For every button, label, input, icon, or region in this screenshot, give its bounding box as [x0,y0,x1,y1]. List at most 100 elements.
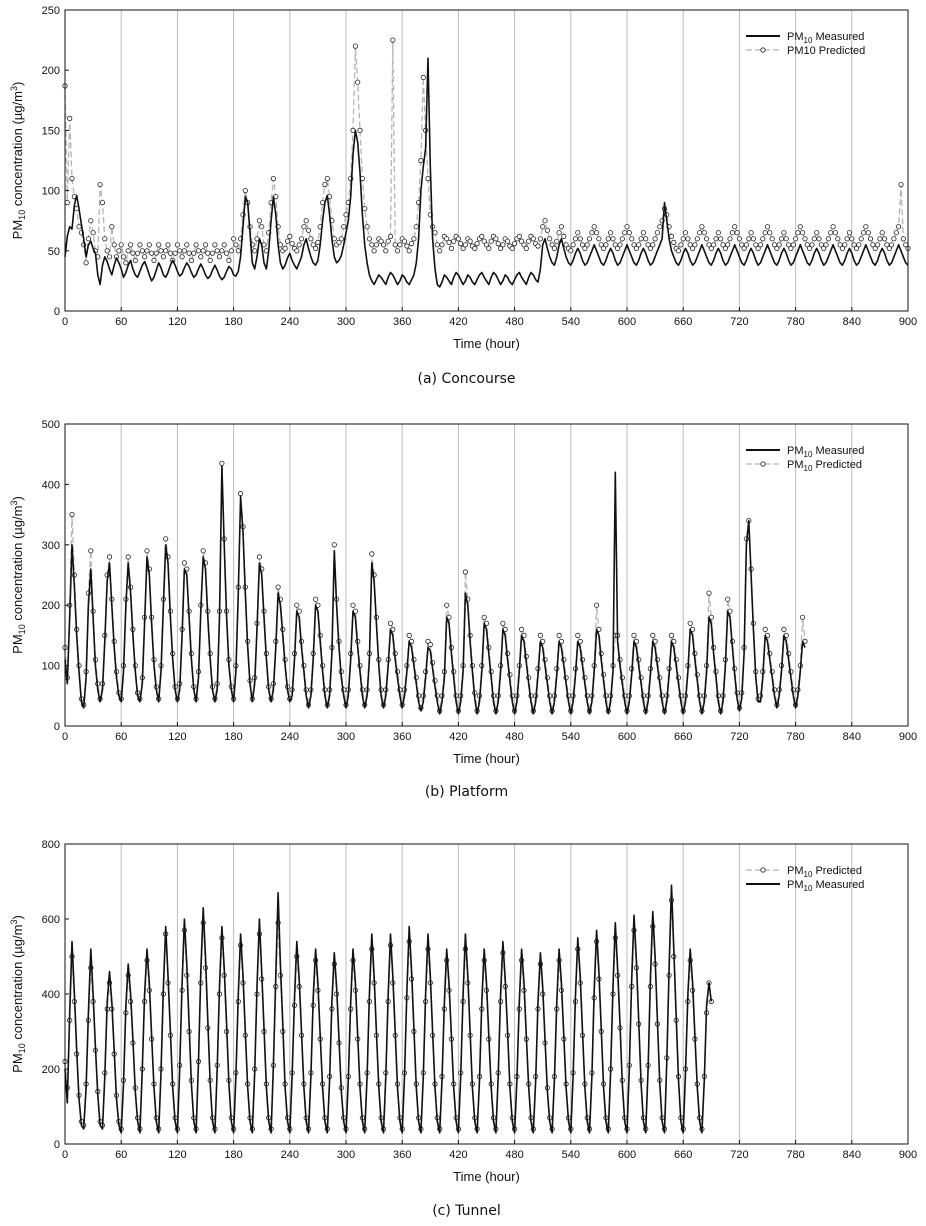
data-point-predicted [596,236,602,242]
data-point-predicted [69,176,75,182]
x-tick-label: 60 [115,1149,127,1161]
data-point-predicted [523,245,529,251]
data-point-predicted [799,230,806,236]
data-point-predicted [633,245,640,251]
data-point-predicted [123,260,129,266]
legend-label-measured: PM10 Measured [787,879,864,893]
data-point-predicted [378,238,384,244]
legend-label-pm: PM [787,865,804,877]
data-point-predicted [256,554,262,560]
data-point-predicted [338,236,344,242]
x-tick-label: 420 [449,731,467,743]
x-tick-label: 420 [449,1149,467,1161]
data-point-predicted [654,230,661,236]
legend-label-measured: PM10 Measured [787,31,864,45]
data-point-predicted [774,245,780,251]
x-tick-label: 120 [168,731,186,743]
data-point-predicted [769,236,775,242]
data-point-predicted [146,242,152,248]
data-point-predicted [614,245,621,251]
data-point-predicted [743,242,750,248]
y-tick-label: 400 [42,989,60,1001]
data-point-predicted [392,242,398,248]
data-point-predicted [778,236,785,242]
data-point-predicted [725,596,731,602]
y-axis-label-pm: PM [10,220,25,240]
data-point-predicted [404,243,410,249]
x-tick-label: 120 [168,316,186,328]
data-point-predicted [643,236,649,242]
data-point-predicted [156,242,162,248]
data-point-predicted [638,236,644,242]
data-point-predicted [511,241,518,247]
data-point-predicted [617,242,623,248]
data-point-predicted [137,242,143,248]
x-axis-label: Time (hour) [453,336,520,351]
data-point-predicted [198,254,204,260]
data-point-predicted [305,227,312,233]
x-tick-label: 300 [337,731,355,743]
data-point-predicted [420,74,426,81]
legend-label-text: Predicted [812,865,862,877]
data-point-predicted [671,239,677,245]
x-tick-label: 840 [843,1149,861,1161]
legend-marker-predicted [760,47,766,53]
x-tick-label: 720 [730,731,748,743]
data-point-predicted [821,245,827,251]
data-point-predicted [741,245,747,251]
data-point-predicted [877,236,883,242]
data-point-predicted [200,248,206,254]
plot-frame [64,9,909,312]
data-point-predicted [324,176,330,182]
data-point-predicted [888,242,895,248]
data-point-predicted [636,242,642,248]
legend-label-subscript: 10 [804,464,813,473]
data-point-predicted [312,596,319,602]
data-point-predicted [657,224,663,230]
y-tick-label: 150 [42,125,60,137]
data-point-predicted [172,250,178,256]
y-axis-label-main: concentration (µg/m [10,91,25,210]
data-point-predicted [558,224,565,230]
data-point-predicted [289,241,295,247]
x-tick-label: 900 [899,1149,917,1161]
data-point-predicted [488,238,494,244]
data-point-predicted [750,236,757,242]
x-tick-label: 120 [168,1149,186,1161]
data-point-predicted [542,218,548,224]
data-point-predicted [177,248,183,254]
data-point-predicted [860,230,867,236]
data-point-predicted [710,242,717,248]
data-point-predicted [823,242,829,248]
data-point-predicted [537,236,544,242]
data-point-predicted [256,218,262,224]
data-point-predicted [446,239,452,245]
data-point-predicted [397,242,403,248]
y-tick-label: 600 [42,914,60,926]
data-point-predicted [163,536,169,542]
data-point-predicted [589,230,595,236]
chart-panel-1: 0 60 120 180 240 300 360 420 480 540 600 660 720 780 8… [9,5,917,387]
data-point-predicted [694,236,700,242]
data-point-predicted [67,115,73,122]
x-tick-label: 780 [786,731,804,743]
data-point-predicted [626,230,632,236]
y-axis-label-subscript: 10 [17,210,27,220]
legend-label-pm: PM [787,31,804,43]
data-point-predicted [584,242,590,248]
data-point-predicted [275,584,281,590]
data-point-predicted [500,620,506,626]
data-point-predicted [802,236,808,242]
data-point-predicted [874,242,881,248]
chart-panel-2: 0 60 120 180 240 300 360 420 480 540 600 660 720 780 8… [9,419,917,800]
data-point-predicted [509,245,515,251]
data-point-predicted [167,250,173,256]
y-axis-label-main: concentration (µg/m [10,925,25,1044]
data-point-predicted [516,233,522,239]
data-point-predicted [212,242,218,248]
x-tick-label: 360 [393,316,411,328]
data-point-predicted [336,239,342,245]
data-point-predicted [863,224,869,230]
data-point-predicted [783,236,789,242]
